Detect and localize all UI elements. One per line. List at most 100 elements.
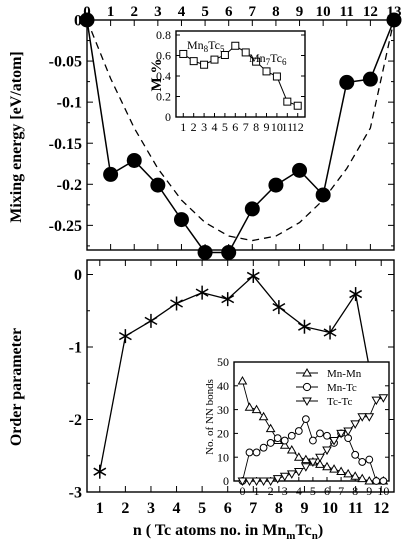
bottom-axes-frame <box>86 259 395 493</box>
inset-marker-triangle-up <box>357 473 368 483</box>
inset-marker-triangle-up <box>258 411 269 421</box>
inset-top-square-marker <box>283 97 292 106</box>
inset-top-x-tick-label: 9 <box>264 120 270 134</box>
inset-marker-circle <box>259 443 268 452</box>
top-energy-point <box>221 244 237 260</box>
inset-marker-triangle-down <box>272 475 283 484</box>
inset-legend: Mn-Mn Mn-Tc Tc-Tc <box>296 367 362 408</box>
inset-bottom-axes-frame <box>233 361 390 482</box>
inset-bottom-y-tick-label: 20 <box>217 427 229 441</box>
bottom-y-tick-label: -1 <box>69 340 82 357</box>
top-y-tick-label: -0.1 <box>57 95 82 112</box>
inset-marker-circle <box>309 436 317 445</box>
order-parameter-asterisk <box>323 325 337 340</box>
inset-marker-circle <box>365 455 374 464</box>
asterisk-stroke <box>144 316 158 326</box>
inset-top-x-tick-label: 8 <box>253 120 259 134</box>
bottom-x-tick-label: 11 <box>348 500 363 517</box>
inset-bottom-x-tick-label: 9 <box>366 484 372 498</box>
top-energy-point <box>315 187 331 203</box>
asterisk-stroke <box>349 289 363 299</box>
inset-bottom-x-tick-label: 8 <box>352 484 358 498</box>
top-energy-point <box>386 12 402 28</box>
inset-bottom-x-tick-label: 6 <box>324 484 330 498</box>
inset-marker-circle <box>252 448 261 457</box>
inset-bottom-y-axis-label: No. of NN bonds <box>204 379 216 455</box>
top-point-label: 12 <box>363 4 378 20</box>
inset-top-square-marker <box>272 72 281 81</box>
inset-marker-circle <box>245 448 254 457</box>
inset-marker-triangle-down <box>293 467 304 477</box>
inset-top-x-tick-label: 7 <box>243 120 249 134</box>
inset-top-x-tick-label: 12 <box>292 120 304 134</box>
inset-marker-triangle-down <box>301 463 311 472</box>
inset-top-square-marker <box>179 49 188 58</box>
order-parameter-asterisk <box>93 464 107 479</box>
inset-marker-triangle-down <box>315 453 325 463</box>
order-parameter-asterisk <box>221 292 235 307</box>
inset-marker-circle <box>287 431 296 440</box>
legend-label-mn-mn: Mn-Mn <box>327 368 362 380</box>
top-y-tick-label: -0.15 <box>49 136 82 153</box>
inset-top-x-tick-label: 1 <box>180 120 186 134</box>
inset-marker-triangle-down <box>286 470 297 479</box>
inset-marker-circle <box>351 450 360 459</box>
inset-marker-circle <box>358 458 367 466</box>
inset-marker-circle <box>323 431 331 440</box>
x-axis-label-prefix: n ( Tc atoms no. in Mn <box>133 522 286 539</box>
bottom-x-tick-label: 6 <box>224 500 232 517</box>
inset-bottom-x-tick-label: 5 <box>310 484 316 498</box>
inset-top-square-marker <box>210 55 219 64</box>
asterisk-stroke <box>170 299 183 308</box>
x-axis-label-sub-n: n <box>312 530 318 542</box>
legend-item-mn-tc: Mn-Tc <box>296 382 357 394</box>
inset-top-x-tick-label: 11 <box>282 120 294 134</box>
inset-bottom-y-tick-label: 30 <box>217 403 229 417</box>
top-y-axis-label: Mixing energy [eV/atom] <box>8 51 25 223</box>
bottom-x-tick-label: 12 <box>373 500 389 517</box>
inset-top-square-marker <box>220 50 229 59</box>
order-parameter-asterisk <box>349 287 363 302</box>
legend-label-tc-tc: Tc-Tc <box>327 396 352 408</box>
inset-marker-circle <box>273 434 282 443</box>
inset-bottom-x-tick-label: 1 <box>254 484 260 498</box>
inset-marker-triangle-up <box>364 475 375 485</box>
inset-bottom-x-tick-label: 2 <box>268 484 274 498</box>
top-energy-point <box>292 162 308 178</box>
inset-bottom-y-tick-label: 0 <box>223 474 229 488</box>
order-parameter-asterisk <box>246 268 260 283</box>
inset-marker-triangle-up <box>322 461 332 471</box>
inset-marker-triangle-up <box>301 454 311 464</box>
top-point-label: 0 <box>83 4 91 20</box>
inset-marker-triangle-down <box>322 446 332 456</box>
order-parameter-asterisk <box>144 313 158 328</box>
inset-marker-circle <box>301 415 310 424</box>
inset-marker-triangle-up <box>286 445 297 454</box>
inset-top-axes-frame <box>175 30 306 118</box>
inset-top-square-marker <box>252 57 261 66</box>
inset-bottom-y-tick-label: 10 <box>217 450 229 464</box>
inset-top-x-tick-label: 6 <box>232 120 238 134</box>
bottom-y-tick-label: 0 <box>74 267 82 284</box>
inset-top-square-marker <box>241 48 250 57</box>
inset-bottom-x-tick-label: 0 <box>239 484 245 498</box>
inset-marker-triangle-up <box>329 464 339 473</box>
legend-label-mn-tc: Mn-Tc <box>327 382 357 394</box>
x-axis-label-mid: Tc <box>295 522 311 539</box>
inset-top-square-marker <box>293 101 302 110</box>
inset-marker-triangle-up <box>265 423 276 433</box>
inset-marker-triangle-down <box>357 413 368 422</box>
inset-bottom-y-tick-label: 50 <box>217 355 229 369</box>
inset-top-y-axis-label: M % <box>149 59 165 92</box>
bottom-x-tick-label: 2 <box>121 500 129 517</box>
bottom-x-tick-label: 5 <box>198 500 206 517</box>
asterisk-stroke <box>118 331 132 341</box>
top-energy-point <box>244 201 260 217</box>
bottom-x-tick-label: 4 <box>173 500 181 517</box>
x-axis-label: n ( Tc atoms no. in MnmTcn) <box>133 522 323 542</box>
bottom-x-tick-label: 7 <box>249 500 257 517</box>
inset-marker-triangle-up <box>244 402 255 411</box>
asterisk-stroke <box>298 322 311 331</box>
